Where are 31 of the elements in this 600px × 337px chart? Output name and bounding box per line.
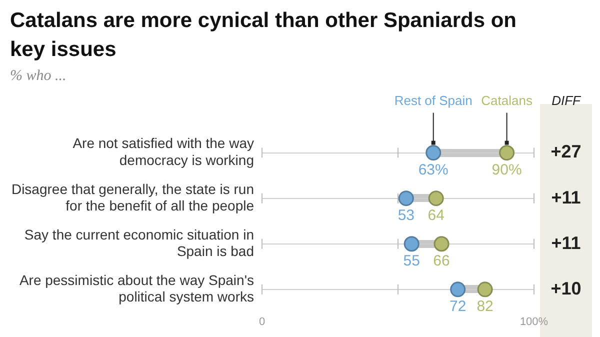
text: Catalans [481, 92, 533, 108]
chart-title: Catalans are more cynical than other Spaniards on key issues [10, 8, 518, 63]
text: DIFF [552, 92, 582, 108]
point [404, 236, 420, 252]
text: Rest of Spain [394, 92, 472, 108]
point [428, 190, 444, 206]
point [434, 236, 450, 252]
point [499, 145, 515, 161]
x-tick-label: 100% [520, 316, 548, 328]
data-label: 90% [492, 161, 522, 178]
data-label: 66 [433, 252, 450, 270]
text: +10 [550, 278, 582, 298]
text: +11 [551, 187, 581, 208]
point [450, 282, 466, 298]
point [398, 190, 414, 206]
y-tick-label: Are not satisfied with the way democracy is working [72, 135, 254, 168]
data-label: 82 [476, 298, 494, 316]
text: % who ... [10, 68, 66, 85]
y-tick-label: Are pessimistic about the way Spain's political system works [19, 272, 254, 305]
text: +27 [550, 142, 582, 162]
point [477, 282, 493, 298]
point [426, 145, 442, 161]
text: +11 [551, 232, 581, 253]
data-label: 63% [418, 161, 448, 178]
x-tick-label: 0 [258, 316, 266, 328]
y-tick-label: Say the current economic situation in Spain is bad [24, 226, 254, 260]
data-label: 55 [403, 252, 420, 270]
y-tick-label: Disagree that generally, the state is run for the benefit of all the people [11, 180, 254, 214]
data-label: 72 [449, 298, 466, 316]
data-label: 53 [398, 206, 415, 224]
data-label: 64 [428, 206, 444, 224]
